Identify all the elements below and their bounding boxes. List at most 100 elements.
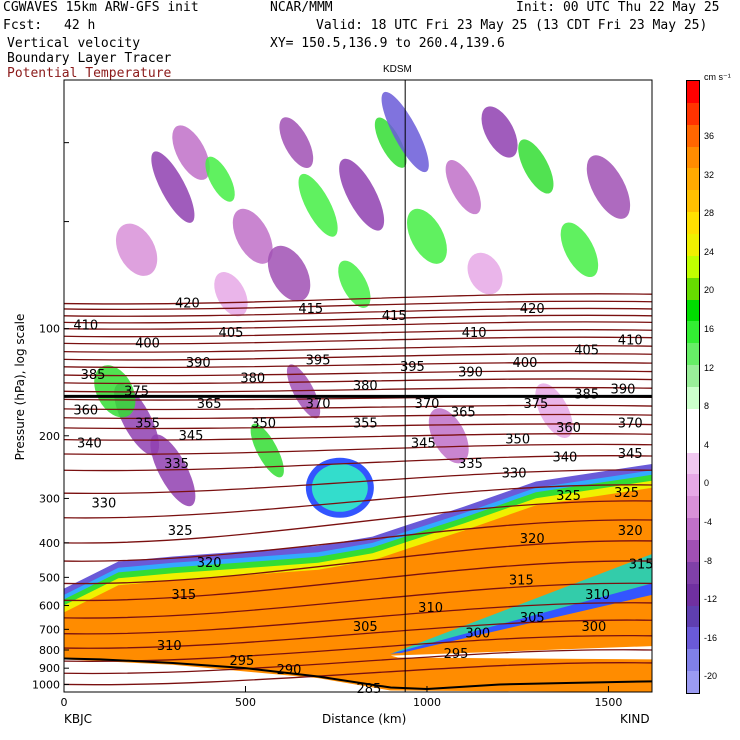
low-clear-wedge [390, 646, 652, 660]
field-potential-temperature: Potential Temperature [7, 66, 172, 81]
isentrope [64, 307, 652, 317]
isentrope-label: 410 [618, 334, 643, 349]
colorbar-swatch [687, 146, 699, 169]
isentrope [64, 649, 652, 675]
colorbar-tick-label: 16 [704, 324, 715, 334]
isentrope-label: 395 [306, 354, 331, 369]
isentrope-label: 415 [298, 302, 323, 317]
colorbar-swatch [687, 583, 699, 607]
colorbar-swatch [687, 408, 699, 432]
isentrope [64, 455, 652, 472]
isentrope-label: 355 [135, 417, 160, 432]
isentrope-label: 315 [629, 557, 654, 572]
colorbar-tick-label: 32 [704, 169, 715, 180]
w-blob [232, 208, 273, 264]
w-blob [467, 252, 503, 295]
center-label: NCAR/MMM [270, 0, 333, 15]
w-blob [445, 160, 481, 215]
y-tick-label: 800 [39, 644, 60, 657]
x-axis-title: Distance (km) [322, 712, 407, 726]
colorbar-tick-label: 20 [704, 285, 715, 296]
station-top-label: KDSM [383, 64, 412, 75]
isentrope [64, 484, 652, 519]
isentrope [64, 602, 652, 635]
fcst-label: Fcst: [3, 18, 43, 33]
isentrope-label: 340 [77, 436, 102, 451]
isentrope [64, 345, 652, 353]
isentrope-label: 300 [582, 620, 607, 635]
colorbar-tick-label: 4 [704, 439, 710, 450]
isentrope-label: 365 [451, 405, 476, 420]
colorbar-tick-label: -4 [704, 517, 713, 527]
w-blob [298, 173, 338, 237]
isentrope-label: 390 [611, 382, 636, 397]
isentrope-label: 325 [168, 524, 193, 539]
colorbar-swatch [687, 605, 699, 628]
isentrope-label: 405 [219, 326, 244, 341]
w-blob [214, 272, 248, 317]
w-blob [518, 139, 554, 194]
isentrope [64, 314, 652, 324]
colorbar-tick-label: -16 [704, 632, 718, 643]
colorbar-swatch [687, 540, 699, 563]
isentrope [64, 361, 652, 369]
isentrope [64, 433, 652, 441]
colorbar-swatch [687, 81, 699, 104]
isentrope-label: 345 [411, 436, 436, 451]
tracer-band-orange [64, 487, 652, 692]
w-blob [286, 364, 321, 419]
isentrope-label: 390 [186, 356, 211, 371]
isentrope [64, 423, 652, 430]
w-blob [205, 156, 235, 202]
isentrope-label: 285 [356, 682, 381, 697]
w-blob [250, 423, 284, 478]
right-station-label: KIND [620, 712, 650, 726]
isentrope-label: 320 [197, 556, 222, 571]
isentrope [64, 662, 652, 686]
colorbar-swatch [687, 321, 699, 344]
w-blob [339, 158, 385, 231]
isentrope-label: 420 [175, 297, 200, 312]
colorbar-swatch [687, 102, 699, 126]
colorbar-swatch [687, 627, 699, 650]
plot-frame [63, 79, 653, 693]
isentrope [64, 300, 652, 311]
isentrope [64, 386, 652, 393]
isentrope-label: 385 [574, 387, 599, 402]
isentrope [64, 293, 652, 305]
isentrope-label: 400 [513, 356, 538, 371]
colorbar-swatch [687, 277, 699, 301]
isentrope-label: 385 [81, 368, 106, 383]
isentrope-label: 405 [574, 343, 599, 358]
y-tick-label: 900 [39, 662, 60, 675]
field-vertical-velocity: Vertical velocity [7, 36, 141, 51]
model-title: CGWAVES 15km ARW-GFS init [3, 0, 199, 15]
isentrope [64, 469, 652, 495]
y-tick-label: 700 [39, 623, 60, 636]
isentrope [64, 519, 652, 562]
colorbar-swatch [687, 299, 699, 322]
w-blob [586, 155, 631, 219]
colorbar-swatch [687, 430, 699, 454]
colorbar-swatch [687, 496, 699, 519]
isentrope-label: 320 [520, 532, 545, 547]
tracer-blob [311, 463, 368, 512]
isentrope [64, 582, 652, 619]
isentrope-label: 320 [618, 524, 643, 539]
isentrope-label: 410 [73, 319, 98, 334]
isentrope-label: 315 [171, 588, 196, 603]
isentrope-label: 325 [614, 486, 639, 501]
colorbar-swatch [687, 452, 699, 475]
isentrope-label: 350 [505, 433, 530, 448]
colorbar-tick-label: -12 [704, 594, 718, 605]
isentrope-label: 370 [415, 397, 440, 412]
w-blob [151, 151, 195, 223]
isentrope [64, 560, 652, 602]
isentrope [64, 500, 652, 544]
y-axis-title: Pressure (hPa), log scale [13, 313, 27, 461]
isentrope-label: 345 [179, 429, 204, 444]
y-tick-label: 300 [39, 492, 60, 505]
isentrope-label: 295 [229, 654, 254, 669]
isentrope [64, 404, 652, 411]
